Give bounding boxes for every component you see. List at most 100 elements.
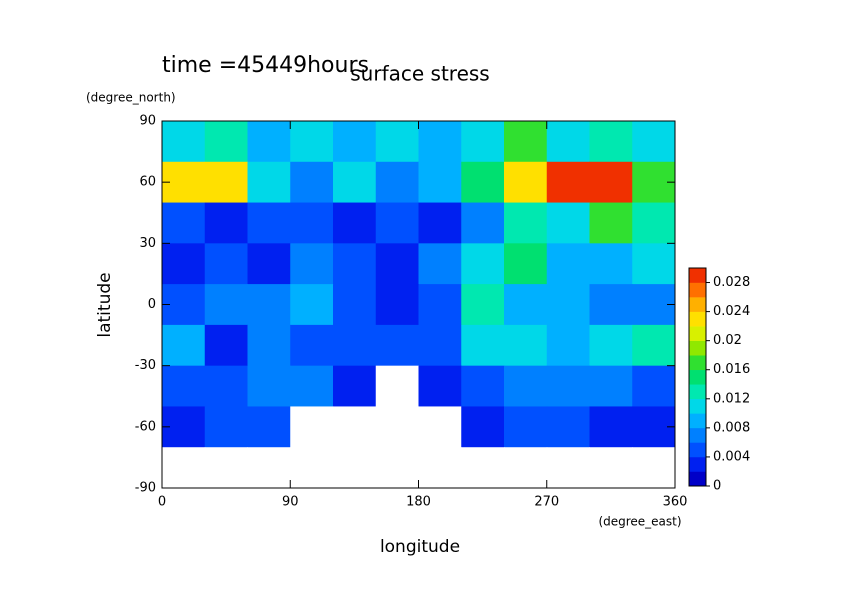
cell (290, 284, 334, 326)
cell (375, 202, 419, 244)
cell (589, 243, 633, 285)
cell (333, 121, 377, 163)
x-tick-label: 0 (158, 495, 166, 510)
colorbar-band (689, 268, 706, 283)
cell (461, 447, 505, 489)
y-tick-label: 90 (139, 114, 156, 129)
x-tick-label: 180 (406, 495, 431, 510)
cell (247, 243, 291, 285)
colorbar-frame (688, 267, 707, 487)
cell (632, 447, 676, 489)
cell (589, 447, 633, 489)
cell (290, 243, 334, 285)
cell (546, 202, 590, 244)
cell (504, 202, 548, 244)
cell (632, 324, 676, 367)
cell (589, 365, 633, 407)
cell (375, 406, 419, 448)
colorbar-band (689, 311, 706, 327)
cell (418, 284, 462, 326)
subtitle: time =45449hours (162, 53, 369, 78)
cell (375, 243, 419, 285)
colorbar-band (689, 282, 706, 298)
cell (290, 365, 334, 407)
cell (247, 121, 291, 163)
cell (333, 284, 377, 326)
colorbar-band (689, 456, 706, 472)
colorbar-tick-label: 0.012 (713, 391, 750, 406)
cell (504, 243, 548, 285)
y-axis-label: latitude (95, 272, 115, 337)
cell (418, 121, 462, 163)
cell (632, 202, 676, 244)
cell (204, 365, 248, 407)
cell (333, 202, 377, 244)
cell (290, 161, 334, 204)
cell (375, 284, 419, 326)
cell (247, 284, 291, 326)
y-tick-label: 0 (148, 297, 156, 312)
cell (418, 202, 462, 244)
colorbar-tick-label: 0.016 (713, 362, 750, 377)
chart-title: surface stress (350, 62, 489, 86)
colorbar-band (689, 413, 706, 429)
cell (461, 121, 505, 163)
cell (375, 121, 419, 163)
cell (461, 406, 505, 448)
colorbar-band (689, 427, 706, 443)
cell (162, 121, 206, 163)
colorbar-tick-label: 0.008 (713, 420, 750, 435)
y-tick-label: 60 (139, 175, 156, 190)
cell (589, 121, 633, 163)
cell (504, 161, 548, 204)
y-unit: (degree_north) (86, 91, 176, 105)
x-tick-label: 270 (534, 495, 559, 510)
cell (375, 161, 419, 204)
cell (333, 324, 377, 367)
cell (204, 202, 248, 244)
cell (461, 202, 505, 244)
cell (589, 202, 633, 244)
cell (162, 447, 206, 489)
cell (546, 121, 590, 163)
cell (162, 243, 206, 285)
cell (632, 243, 676, 285)
cell (546, 243, 590, 285)
colorbar-tick-label: 0.004 (713, 449, 750, 464)
cell (333, 406, 377, 448)
colorbar-band (689, 398, 706, 414)
y-tick-label: -90 (135, 481, 156, 496)
cell (162, 324, 206, 367)
cell (589, 161, 633, 204)
cell (333, 447, 377, 489)
colorbar-tick-label: 0.02 (713, 333, 742, 348)
cell (418, 324, 462, 367)
cell (461, 161, 505, 204)
cell (546, 365, 590, 407)
colorbar-band (689, 471, 706, 487)
cell (375, 365, 419, 407)
cell (375, 447, 419, 489)
cell (247, 365, 291, 407)
cell (204, 161, 248, 204)
cell (504, 447, 548, 489)
cell (546, 284, 590, 326)
cell (204, 243, 248, 285)
cell (204, 324, 248, 367)
colorbar-band (689, 340, 706, 356)
cell (589, 284, 633, 326)
cell (333, 243, 377, 285)
colorbar-band (689, 326, 706, 341)
cell (418, 447, 462, 489)
cell (461, 284, 505, 326)
colorbar-band (689, 384, 706, 400)
colorbar-band (689, 297, 706, 312)
cell (504, 284, 548, 326)
cell (632, 365, 676, 407)
cell (290, 447, 334, 489)
cell (375, 324, 419, 367)
cell (418, 161, 462, 204)
cell (247, 447, 291, 489)
colorbar-tick-label: 0.028 (713, 275, 750, 290)
